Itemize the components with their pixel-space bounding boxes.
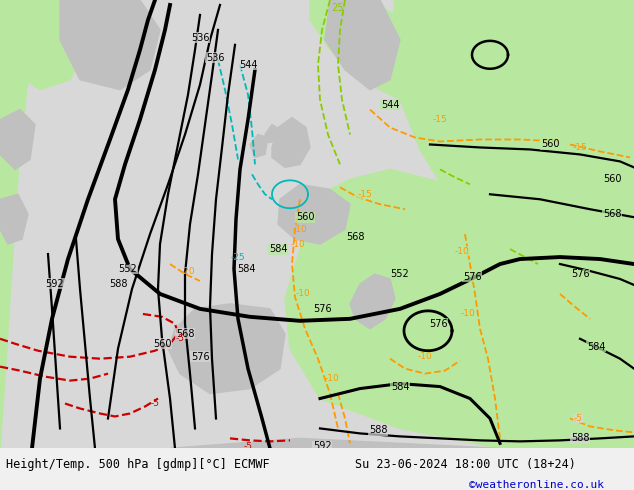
Polygon shape — [0, 0, 90, 90]
Text: Su 23-06-2024 18:00 UTC (18+24): Su 23-06-2024 18:00 UTC (18+24) — [355, 458, 576, 471]
Text: 576: 576 — [191, 352, 209, 362]
Text: 584: 584 — [391, 382, 410, 392]
Polygon shape — [0, 0, 30, 448]
Text: 536: 536 — [206, 53, 224, 63]
Polygon shape — [310, 0, 430, 99]
Text: -5: -5 — [574, 414, 583, 423]
Text: 560: 560 — [153, 339, 171, 349]
Text: -10: -10 — [461, 309, 476, 318]
Polygon shape — [0, 195, 28, 244]
Text: 25: 25 — [332, 3, 344, 13]
Text: 576: 576 — [463, 272, 481, 282]
Text: 560: 560 — [295, 212, 314, 222]
Text: -20: -20 — [181, 267, 195, 275]
Polygon shape — [285, 170, 634, 448]
Text: 568: 568 — [346, 232, 365, 242]
Polygon shape — [170, 439, 500, 448]
Text: 576: 576 — [313, 304, 332, 314]
Text: -10: -10 — [295, 290, 311, 298]
Polygon shape — [272, 118, 310, 168]
Polygon shape — [60, 0, 160, 90]
Text: -5: -5 — [176, 334, 184, 343]
Text: -10: -10 — [325, 374, 339, 383]
Text: -15: -15 — [432, 115, 448, 124]
Polygon shape — [350, 274, 395, 329]
Text: -5: -5 — [150, 399, 160, 408]
Text: 588: 588 — [369, 425, 387, 436]
Text: 576: 576 — [429, 319, 448, 329]
Text: 584: 584 — [586, 342, 605, 352]
Text: -25: -25 — [231, 252, 245, 262]
Text: 544: 544 — [381, 99, 399, 110]
Text: 592: 592 — [46, 279, 64, 289]
Text: -5: -5 — [243, 442, 252, 451]
Text: 592: 592 — [313, 441, 332, 451]
Text: -10: -10 — [290, 240, 306, 248]
Text: -15: -15 — [573, 143, 587, 152]
Text: 584: 584 — [236, 264, 256, 274]
Polygon shape — [390, 0, 634, 299]
Text: 588: 588 — [109, 279, 127, 289]
Polygon shape — [168, 304, 285, 393]
Polygon shape — [325, 0, 400, 90]
Text: Height/Temp. 500 hPa [gdmp][°C] ECMWF: Height/Temp. 500 hPa [gdmp][°C] ECMWF — [6, 458, 270, 471]
Polygon shape — [265, 124, 280, 143]
Polygon shape — [250, 135, 268, 157]
Text: 568: 568 — [176, 329, 194, 339]
Text: ©weatheronline.co.uk: ©weatheronline.co.uk — [469, 480, 604, 490]
Text: 544: 544 — [239, 60, 257, 70]
Text: -15: -15 — [358, 190, 372, 199]
Text: 560: 560 — [541, 140, 559, 149]
Text: -10: -10 — [293, 224, 307, 234]
Text: 536: 536 — [191, 33, 209, 43]
Text: 584: 584 — [269, 244, 287, 254]
Text: 552: 552 — [119, 264, 138, 274]
Text: 552: 552 — [391, 269, 410, 279]
Text: 568: 568 — [603, 209, 621, 219]
Text: 576: 576 — [571, 269, 590, 279]
Polygon shape — [278, 184, 350, 244]
Text: 588: 588 — [571, 433, 589, 443]
Text: -10: -10 — [418, 352, 432, 361]
Polygon shape — [0, 110, 35, 170]
Text: 560: 560 — [603, 174, 621, 184]
Text: -10: -10 — [455, 246, 469, 256]
